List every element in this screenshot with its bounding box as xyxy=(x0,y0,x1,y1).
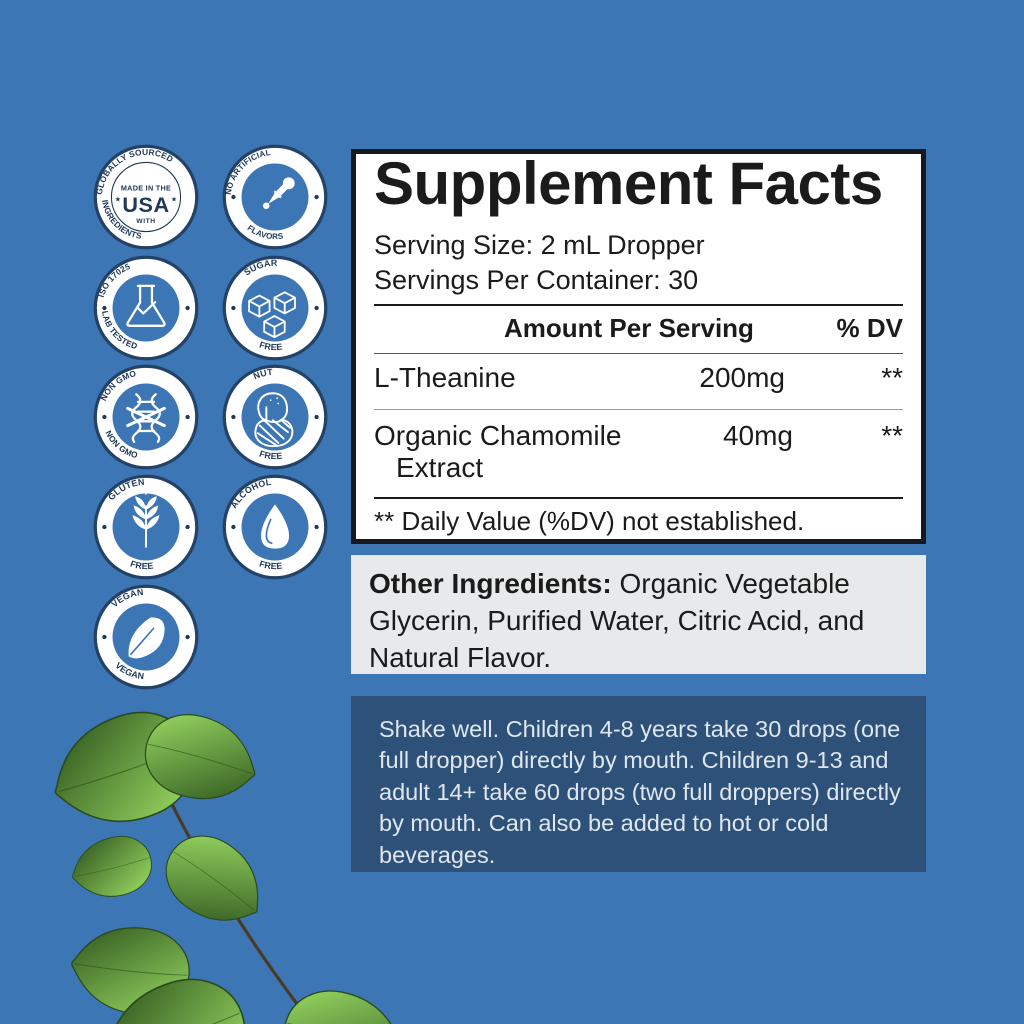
svg-text:WITH: WITH xyxy=(136,218,155,225)
svg-text:★: ★ xyxy=(115,195,121,203)
svg-text:★: ★ xyxy=(171,195,177,203)
svg-text:USA: USA xyxy=(122,192,169,217)
svg-text:MADE IN THE: MADE IN THE xyxy=(121,184,171,193)
